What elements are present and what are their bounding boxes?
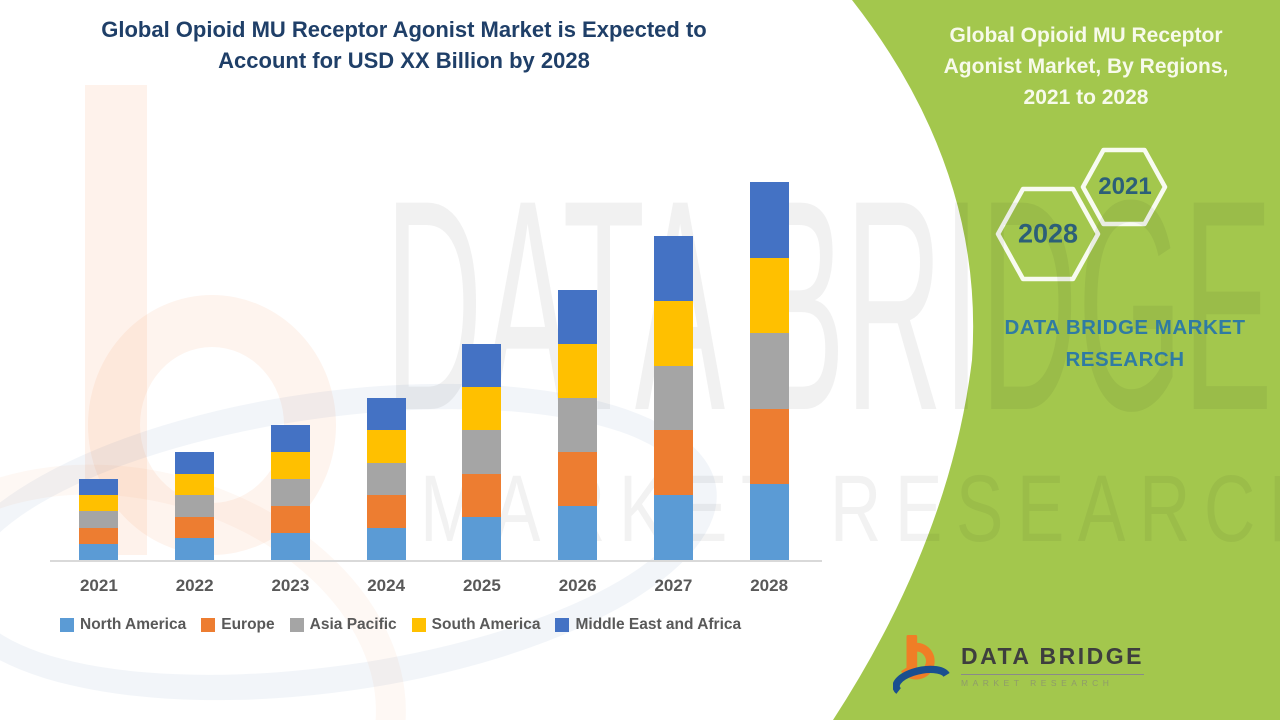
legend-swatch-north-america — [60, 618, 74, 632]
hexagon-2028-icon — [995, 186, 1101, 282]
bar-segment-2028-south-america — [749, 257, 789, 334]
bar-segment-2023-north-america — [270, 533, 310, 560]
bar-segment-2023-south-america — [270, 452, 310, 479]
hexagon-2021-icon — [1080, 147, 1168, 227]
bar-segment-2028-middle-east-and-africa — [749, 182, 789, 258]
data-bridge-logo: DATA BRIDGE MARKET RESEARCH — [893, 633, 1144, 697]
bar-segment-2028-europe — [749, 408, 789, 485]
legend-label-asia-pacific: Asia Pacific — [309, 616, 397, 633]
logo-name-text: DATA BRIDGE — [961, 643, 1144, 675]
legend-item-europe: Europe — [201, 616, 275, 634]
bar-segment-2027-north-america — [653, 495, 693, 560]
x-axis-label-2021: 2021 — [79, 576, 118, 595]
legend-label-north-america: North America — [80, 616, 187, 633]
bar-segment-2028-north-america — [749, 484, 789, 560]
bar-segment-2022-north-america — [175, 538, 215, 560]
bar-segment-2025-europe — [462, 473, 502, 517]
hexagon-2028-label: 2028 — [1017, 218, 1079, 249]
bar-segment-2025-south-america — [462, 387, 502, 431]
brand-caption-line2: RESEARCH — [1065, 348, 1185, 371]
bar-segment-2024-north-america — [366, 527, 406, 560]
bar-segment-2026-north-america — [558, 506, 598, 560]
logo-sub-text: MARKET RESEARCH — [961, 677, 1114, 688]
bar-segment-2021-north-america — [79, 543, 119, 560]
bar-segment-2025-asia-pacific — [462, 430, 502, 474]
legend-swatch-south-america — [411, 618, 426, 632]
brand-caption-line1: DATA BRIDGE MARKET — [1004, 316, 1246, 339]
bar-segment-2022-europe — [175, 516, 215, 539]
legend-label-south-america: South America — [431, 616, 541, 633]
legend-item-north-america: North America — [60, 616, 186, 634]
bar-segment-2027-middle-east-and-africa — [653, 236, 693, 301]
brand-caption: DATA BRIDGE MARKET RESEARCH — [960, 312, 1280, 376]
bar-segment-2021-middle-east-and-africa — [79, 479, 119, 496]
bar-segment-2026-europe — [558, 452, 598, 506]
legend-item-middle-east-and-africa: Middle East and Africa — [555, 616, 741, 634]
x-axis-line — [50, 560, 822, 562]
side-panel-heading-line1: Global Opioid MU Receptor — [949, 24, 1223, 47]
bar-segment-2022-south-america — [175, 473, 215, 496]
bar-segment-2024-europe — [366, 495, 406, 528]
legend-swatch-middle-east-and-africa — [555, 618, 570, 632]
bar-segment-2026-asia-pacific — [558, 398, 598, 452]
bar-segment-2023-asia-pacific — [270, 479, 310, 506]
page-title-line2: Account for USD XX Billion by 2028 — [218, 48, 590, 73]
hexagon-2021-label: 2021 — [1098, 173, 1152, 200]
x-axis-label-2028: 2028 — [750, 576, 789, 595]
bar-segment-2024-south-america — [366, 430, 406, 463]
bar-segment-2027-asia-pacific — [653, 365, 693, 431]
page-title: Global Opioid MU Receptor Agonist Market… — [58, 14, 750, 76]
bar-segment-2023-europe — [270, 506, 310, 533]
bar-segment-2024-asia-pacific — [366, 462, 406, 496]
bar-segment-2022-middle-east-and-africa — [175, 452, 215, 474]
bar-segment-2025-north-america — [462, 516, 502, 560]
bar-segment-2021-europe — [79, 527, 119, 544]
bar-segment-2026-south-america — [558, 344, 598, 398]
bar-segment-2021-asia-pacific — [79, 511, 119, 528]
x-axis-label-2025: 2025 — [462, 576, 501, 595]
legend-item-asia-pacific: Asia Pacific — [289, 616, 397, 634]
legend-label-middle-east-and-africa: Middle East and Africa — [575, 616, 742, 633]
page-title-line1: Global Opioid MU Receptor Agonist Market… — [101, 17, 707, 42]
bar-segment-2022-asia-pacific — [175, 495, 215, 517]
logo-text-block: DATA BRIDGE MARKET RESEARCH — [961, 643, 1144, 688]
bar-segment-2025-middle-east-and-africa — [462, 344, 502, 388]
bar-segment-2024-middle-east-and-africa — [366, 398, 406, 431]
x-axis-label-2024: 2024 — [367, 576, 406, 595]
bar-segment-2027-europe — [653, 430, 693, 496]
x-axis-label-2026: 2026 — [558, 576, 597, 595]
x-axis-label-2023: 2023 — [271, 576, 310, 595]
x-axis-label-2027: 2027 — [654, 576, 693, 595]
legend-item-south-america: South America — [411, 616, 541, 634]
legend-label-europe: Europe — [221, 616, 275, 633]
bar-segment-2027-south-america — [653, 300, 693, 366]
bar-segment-2028-asia-pacific — [749, 333, 789, 409]
legend-swatch-europe — [201, 618, 216, 632]
side-panel-heading-line2: Agonist Market, By Regions, — [943, 55, 1229, 78]
bar-segment-2023-middle-east-and-africa — [270, 425, 310, 452]
side-panel-heading-line3: 2021 to 2028 — [1023, 86, 1149, 109]
bar-segment-2021-south-america — [79, 495, 119, 512]
side-panel-heading: Global Opioid MU Receptor Agonist Market… — [905, 20, 1267, 113]
legend-swatch-asia-pacific — [289, 618, 304, 632]
data-bridge-logo-mark-icon — [893, 635, 950, 694]
bar-segment-2026-middle-east-and-africa — [558, 290, 598, 344]
x-axis-label-2022: 2022 — [175, 576, 214, 595]
side-panel-shape — [833, 0, 1280, 720]
legend: North America Europe Asia Pacific South Ame… — [60, 616, 741, 634]
